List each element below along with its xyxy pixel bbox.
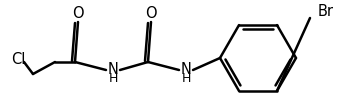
Text: O: O [145,6,157,21]
Text: H: H [181,72,191,86]
Text: N: N [107,61,118,76]
Text: N: N [180,61,191,76]
Text: O: O [72,6,84,21]
Text: Cl: Cl [11,52,25,68]
Text: Br: Br [318,5,334,20]
Text: H: H [108,72,118,86]
